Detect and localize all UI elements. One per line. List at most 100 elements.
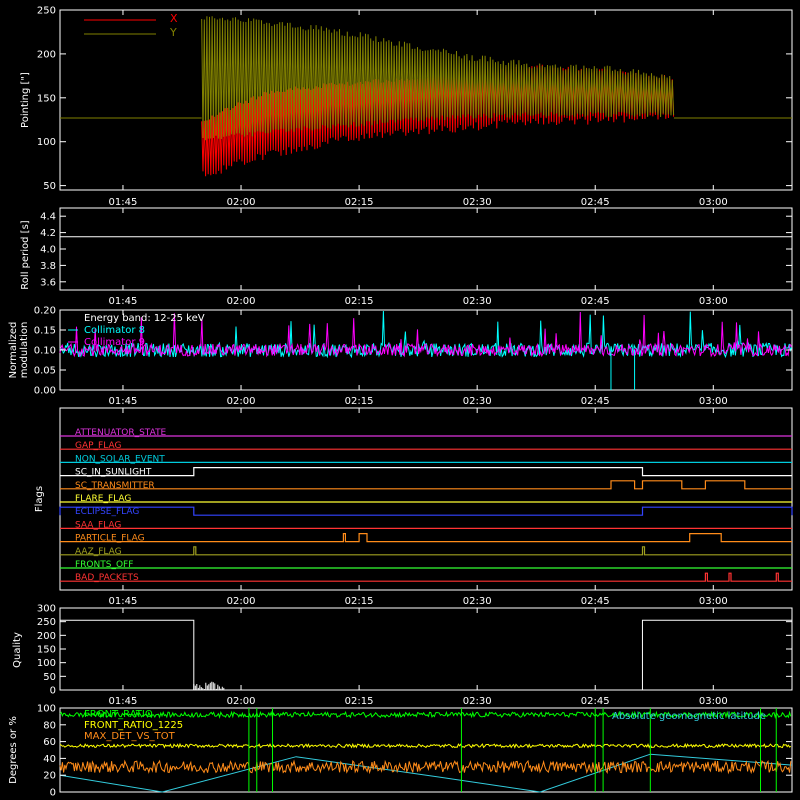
collimator-b-series xyxy=(59,310,792,359)
roll-plot-frame xyxy=(59,207,793,291)
y-tick-label: 20 xyxy=(43,771,56,782)
x-tick-label: 02:30 xyxy=(463,296,492,307)
y-tick-label: 3.6 xyxy=(40,277,56,288)
x-tick-label: 02:30 xyxy=(463,396,492,407)
y-tick-label: 100 xyxy=(37,704,56,715)
flags-panel: ATTENUATOR_STATE GAP_FLAG NON_SOLAR_EVENT S… xyxy=(34,407,793,607)
flag-line xyxy=(60,546,792,556)
energy-band-label: Energy band: 12-25 keV xyxy=(84,313,205,324)
x-tick-label: 02:15 xyxy=(345,296,374,307)
x-tick-label: 02:00 xyxy=(227,296,256,307)
pointing-x-ticks: 01:45 02:00 02:15 02:30 02:45 03:00 xyxy=(109,10,728,208)
flag-label: FRONTS_OFF xyxy=(75,560,133,570)
x-tick-label: 02:00 xyxy=(227,396,256,407)
roll-y-label: Roll period [s] xyxy=(20,220,31,289)
x-tick-label: 02:30 xyxy=(463,696,492,707)
flag-label: SC_IN_SUNLIGHT xyxy=(75,468,152,478)
y-tick-label: 250 xyxy=(37,617,56,628)
y-tick-label: 250 xyxy=(37,6,56,17)
x-tick-label: 01:45 xyxy=(109,596,138,607)
x-tick-label: 02:00 xyxy=(227,596,256,607)
x-tick-label: 02:15 xyxy=(345,396,374,407)
legend-max-det: MAX_DET_VS_TOT xyxy=(84,731,176,742)
flag-line xyxy=(60,467,792,477)
modulation-y-label: Normalizedmodulation xyxy=(8,322,30,379)
y-tick-label: 3.8 xyxy=(40,261,56,272)
x-tick-label: 03:00 xyxy=(699,596,728,607)
modulation-y-ticks: 0.00 0.05 0.10 0.15 0.20 xyxy=(34,306,792,397)
y-tick-label: 0 xyxy=(50,788,56,799)
flags-y-label: Flags xyxy=(34,486,45,512)
x-tick-label: 01:45 xyxy=(109,197,138,208)
x-tick-label: 01:45 xyxy=(109,696,138,707)
front-ratio-series xyxy=(59,710,792,719)
flag-label: AAZ_FLAG xyxy=(75,547,122,557)
x-tick-label: 02:45 xyxy=(581,296,610,307)
x-tick-label: 01:45 xyxy=(109,296,138,307)
ratios-y-ticks: 0 20 40 60 80 100 xyxy=(37,704,792,799)
x-tick-label: 03:00 xyxy=(699,696,728,707)
quality-level-segment xyxy=(641,619,793,690)
x-tick-label: 02:15 xyxy=(345,696,374,707)
x-tick-label: 02:45 xyxy=(581,696,610,707)
roll-y-ticks: 3.6 3.8 4.0 4.2 4.4 xyxy=(40,212,792,288)
x-tick-label: 03:00 xyxy=(699,197,728,208)
pointing-y-label: Pointing ["] xyxy=(20,72,31,128)
y-tick-label: 0.15 xyxy=(34,326,56,337)
x-tick-label: 02:45 xyxy=(581,596,610,607)
flag-line xyxy=(60,572,792,582)
y-tick-label: 150 xyxy=(37,645,56,656)
flag-label: ATTENUATOR_STATE xyxy=(75,428,167,438)
y-tick-label: 150 xyxy=(37,93,56,104)
x-tick-label: 01:45 xyxy=(109,396,138,407)
flag-line xyxy=(60,480,792,490)
ratios-panel: 0 20 40 60 80 100 Degrees or % FRONT_RATIO FR… xyxy=(8,704,793,799)
y-tick-label: 80 xyxy=(43,720,56,731)
roll-x-ticks: 01:45 02:00 02:15 02:30 02:45 03:00 xyxy=(109,208,728,307)
pointing-panel: 50 100 150 200 250 01:45 02:00 02:15 02:30 02:45… xyxy=(20,6,793,208)
quality-y-label: Quality xyxy=(12,632,23,668)
ratios-y-label: Degrees or % xyxy=(8,716,19,784)
flags-plot-frame xyxy=(59,407,793,591)
y-tick-label: 0.20 xyxy=(34,306,56,317)
ratios-series-layer xyxy=(59,708,793,793)
flag-label: GAP_FLAG xyxy=(75,441,121,451)
pointing-plot-frame xyxy=(59,9,793,191)
y-tick-label: 0.10 xyxy=(34,346,56,357)
pointing-y-ticks: 50 100 150 200 250 xyxy=(37,6,792,192)
flag-label: SAA_FLAG xyxy=(75,520,121,530)
legend-collimator-a-label: Collimator 9 xyxy=(84,337,145,348)
x-tick-label: 02:30 xyxy=(463,596,492,607)
y-tick-label: 50 xyxy=(43,181,56,192)
max-det-series xyxy=(59,759,792,775)
y-tick-label: 300 xyxy=(37,604,56,615)
x-tick-label: 02:15 xyxy=(345,596,374,607)
quality-x-ticks: 01:45 02:00 02:15 02:30 02:45 03:00 xyxy=(109,608,728,707)
legend-collimator-b-label: Collimator 8 xyxy=(84,325,145,336)
y-tick-label: 100 xyxy=(37,137,56,148)
flag-label: FLARE_FLAG xyxy=(75,494,131,504)
y-tick-label: 100 xyxy=(37,658,56,669)
flags-rows: ATTENUATOR_STATE GAP_FLAG NON_SOLAR_EVENT S… xyxy=(59,428,793,583)
x-tick-label: 02:15 xyxy=(345,197,374,208)
y-pointing-series xyxy=(201,16,675,141)
legend-y-label: Y xyxy=(169,26,177,39)
quality-y-ticks: 0 50 100 150 200 250 300 xyxy=(37,604,792,697)
modulation-series-layer xyxy=(59,310,792,390)
y-tick-label: 4.4 xyxy=(40,212,56,223)
legend-x-label: X xyxy=(170,12,178,25)
ratios-plot-frame xyxy=(59,707,793,793)
flags-x-ticks: 01:45 02:00 02:15 02:30 02:45 03:00 xyxy=(109,408,728,607)
x-tick-label: 03:00 xyxy=(699,396,728,407)
flag-label: SC_TRANSMITTER xyxy=(75,481,155,491)
x-tick-label: 02:30 xyxy=(463,197,492,208)
flag-label: ECLIPSE_FLAG xyxy=(75,507,139,517)
y-tick-label: 40 xyxy=(43,754,56,765)
flag-label: NON_SOLAR_EVENT xyxy=(75,454,165,464)
y-tick-label: 200 xyxy=(37,49,56,60)
y-tick-label: 200 xyxy=(37,631,56,642)
legend-front-ratio-1225: FRONT_RATIO_1225 xyxy=(84,720,183,731)
x-tick-label: 03:00 xyxy=(699,296,728,307)
y-tick-label: 4.2 xyxy=(40,228,56,239)
